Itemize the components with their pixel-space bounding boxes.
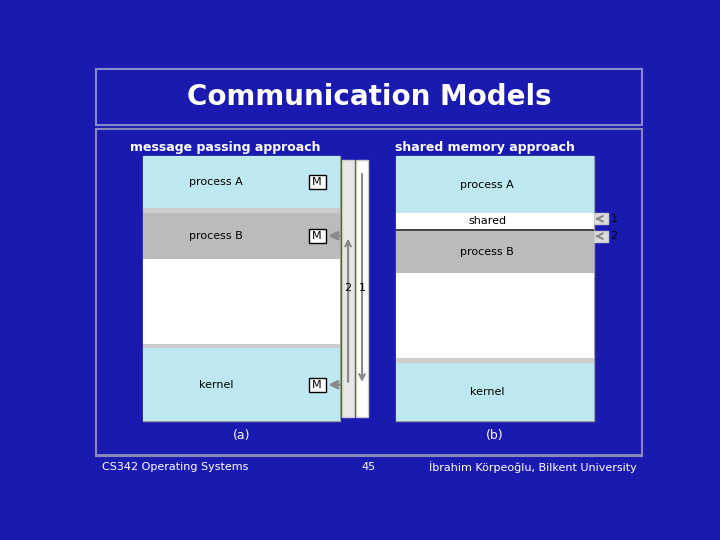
Text: 2: 2 [611, 231, 618, 241]
Text: shared: shared [468, 216, 506, 226]
Text: kernel: kernel [199, 380, 233, 390]
Bar [309, 175, 325, 189]
Text: 1: 1 [611, 214, 618, 224]
Text: 2: 2 [344, 284, 351, 293]
Text: Communication Models: Communication Models [186, 83, 552, 111]
Text: CS342 Operating Systems: CS342 Operating Systems [102, 462, 248, 472]
Bar [143, 348, 341, 421]
Bar [356, 159, 368, 417]
Text: (a): (a) [233, 429, 251, 442]
Bar [396, 213, 594, 229]
Text: process B: process B [189, 231, 243, 241]
Bar [96, 70, 642, 125]
Bar [143, 156, 341, 421]
Text: (b): (b) [486, 429, 504, 442]
Text: kernel: kernel [470, 387, 505, 397]
Text: process A: process A [460, 179, 514, 190]
Bar [342, 159, 354, 417]
Bar [396, 363, 594, 421]
Text: M: M [312, 177, 322, 187]
Bar [396, 358, 594, 363]
Bar [309, 229, 325, 242]
FancyArrowPatch shape [346, 241, 351, 382]
Bar [143, 343, 341, 348]
Text: M: M [312, 380, 322, 390]
Bar [143, 208, 341, 213]
Bar [309, 378, 325, 392]
Bar [396, 229, 594, 231]
Bar [594, 231, 608, 241]
Text: 1: 1 [359, 284, 366, 293]
Bar [396, 156, 594, 213]
Bar [96, 130, 642, 456]
FancyArrowPatch shape [331, 232, 340, 239]
FancyArrowPatch shape [597, 216, 603, 221]
Text: İbrahim Körpeoğlu, Bilkent University: İbrahim Körpeoğlu, Bilkent University [428, 461, 636, 472]
Bar [396, 273, 594, 358]
FancyArrowPatch shape [331, 381, 340, 388]
Text: 45: 45 [362, 462, 376, 472]
Text: shared memory approach: shared memory approach [395, 141, 575, 154]
FancyArrowPatch shape [597, 233, 603, 239]
Bar [143, 213, 341, 259]
Bar [143, 156, 341, 208]
Bar [594, 213, 608, 224]
Bar [396, 231, 594, 273]
Text: process B: process B [460, 247, 514, 257]
Bar [396, 156, 594, 421]
FancyArrowPatch shape [359, 174, 365, 380]
Text: M: M [312, 231, 322, 241]
Text: process A: process A [189, 177, 243, 187]
Bar [143, 259, 341, 343]
Text: message passing approach: message passing approach [130, 141, 321, 154]
